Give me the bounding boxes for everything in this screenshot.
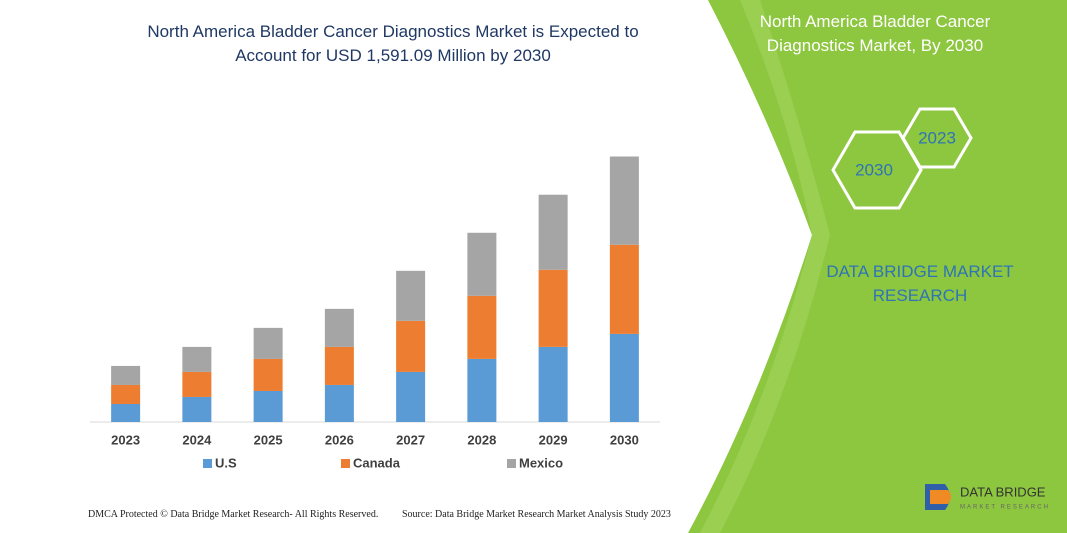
hex-label: 2030 [855, 160, 893, 179]
x-tick-label: 2025 [254, 432, 283, 447]
hexagon [901, 107, 973, 169]
bar-segment [182, 396, 212, 422]
bar-segment [609, 244, 639, 334]
x-tick-label: 2023 [111, 432, 140, 447]
bar-segment [467, 358, 497, 422]
legend-swatch [203, 459, 212, 468]
x-tick-label: 2024 [182, 432, 212, 447]
brand: DATA BRIDGE MARKET RESEARCH [826, 262, 1014, 305]
x-tick-label: 2026 [325, 432, 354, 447]
logo-tagline: MARKET RESEARCH [960, 505, 1050, 511]
panel-title: North America Bladder Cancer Diagnostics… [759, 12, 991, 55]
bar-segment [396, 270, 426, 321]
legend-label: U.S [215, 455, 237, 470]
panel-stripe [700, 0, 830, 533]
footer-dmca: DMCA Protected © Data Bridge Market Rese… [88, 509, 379, 520]
bar-segment [609, 333, 639, 422]
bar-segment [253, 390, 283, 422]
x-tick-label: 2027 [396, 432, 425, 447]
bar-segment [111, 384, 141, 404]
hex-label: 2023 [918, 128, 956, 147]
bar-segment [538, 346, 568, 422]
legend-swatch [507, 459, 516, 468]
bar-segment [324, 346, 354, 385]
bar-segment [111, 365, 141, 385]
bar-segment [396, 320, 426, 372]
bar-segment [182, 371, 212, 397]
bar-segment [182, 346, 212, 372]
bar-segment [538, 269, 568, 347]
bar-segment [111, 403, 141, 422]
hexagon [831, 130, 923, 210]
footer-source: Source: Data Bridge Market Research Mark… [402, 509, 671, 520]
legend-label: Mexico [519, 455, 563, 470]
x-tick-label: 2029 [539, 432, 568, 447]
bar-segment [467, 232, 497, 296]
legend-swatch [341, 459, 350, 468]
bar-segment [467, 295, 497, 359]
chart-title: North America Bladder Cancer Diagnostics… [147, 22, 639, 65]
bar-segment [253, 358, 283, 391]
logo-icon [930, 490, 951, 504]
bar-segment [609, 156, 639, 245]
x-tick-label: 2028 [467, 432, 496, 447]
logo-name: DATA BRIDGE [960, 484, 1046, 499]
x-tick-label: 2030 [610, 432, 639, 447]
bar-segment [324, 384, 354, 422]
bar-segment [253, 327, 283, 359]
side-panel [688, 0, 1067, 533]
bar-segment [324, 308, 354, 347]
bar-segment [538, 194, 568, 270]
bar-segment [396, 371, 426, 422]
legend-label: Canada [353, 455, 401, 470]
